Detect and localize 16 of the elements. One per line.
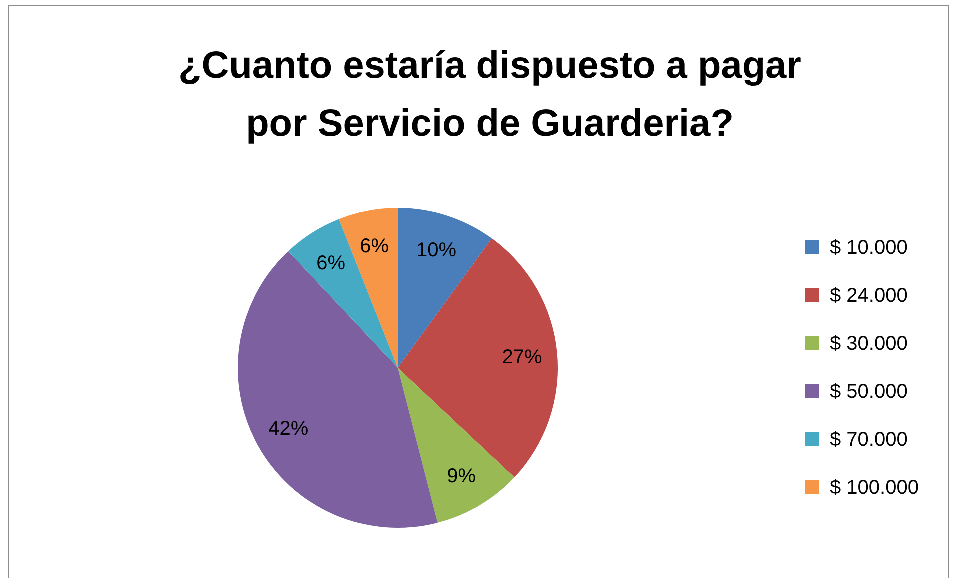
data-label: 42%: [268, 418, 309, 440]
legend-label: $ 70.000: [830, 429, 908, 451]
legend-label: $ 24.000: [830, 285, 908, 307]
pie-slice: [288, 219, 398, 368]
data-label: 10%: [416, 239, 457, 262]
data-label: 6%: [360, 235, 390, 258]
legend-label: $ 100.000: [830, 477, 919, 499]
legend-label: $ 50.000: [830, 381, 908, 403]
data-label: 6%: [316, 252, 346, 275]
legend-label: $ 10.000: [830, 237, 908, 259]
legend-label: $ 30.000: [830, 333, 908, 355]
pie-slice: [398, 368, 515, 523]
data-label: 9%: [447, 465, 476, 488]
chart-title: ¿Cuanto estaría dispuesto a pagar por Servicio de Guarderia?: [178, 45, 802, 145]
data-label: 27%: [502, 346, 542, 368]
pie-slice: [398, 208, 492, 368]
